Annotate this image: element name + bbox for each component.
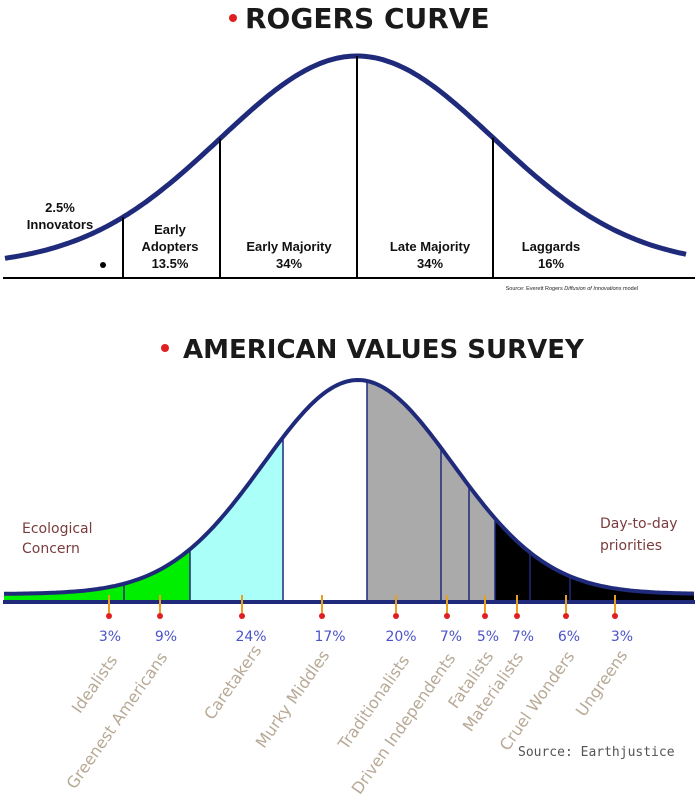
early-adopters-label-line1: Early — [154, 222, 187, 237]
innovators-label: Innovators — [27, 217, 93, 232]
segment-name: Greenest Americans — [63, 648, 172, 792]
segment-name: Caretakers — [200, 641, 265, 723]
ecological-concern-note-line2: Concern — [22, 541, 80, 557]
segment-percent: 5% — [477, 629, 499, 645]
segment-dot — [482, 613, 488, 619]
black-region — [495, 518, 694, 602]
innovators-pct: 2.5% — [45, 200, 75, 215]
laggards-pct: 16% — [538, 256, 564, 271]
avs-source: Source: Earthjustice — [518, 745, 675, 760]
segment-percent: 9% — [155, 629, 177, 645]
segment-dot — [157, 613, 163, 619]
title-bullet-dot — [161, 344, 169, 352]
segment-name: Idealists — [68, 651, 122, 716]
segment-dot — [106, 613, 112, 619]
green-region — [4, 549, 190, 602]
early-adopters-pct: 13.5% — [152, 256, 189, 271]
segment-percent: 7% — [440, 629, 462, 645]
segment-dot — [319, 613, 325, 619]
segment-dot — [563, 613, 569, 619]
rogers-curve-chart: 2.5% Innovators Early Adopters 13.5% Ear… — [3, 53, 695, 292]
rogers-source: Source: Everett Rogers Diffusion of Inno… — [506, 286, 638, 292]
laggards-label: Laggards — [522, 239, 581, 254]
late-majority-label: Late Majority — [390, 239, 471, 254]
day-to-day-note-line1: Day-to-day — [600, 516, 678, 532]
segment-percent: 6% — [558, 629, 580, 645]
segment-percent: 3% — [99, 629, 121, 645]
segment-percent: 7% — [512, 629, 534, 645]
segment-dot — [514, 613, 520, 619]
segment-percent: 20% — [385, 629, 416, 645]
rogers-title: ROGERS CURVE — [245, 2, 490, 35]
segment-name: Murky Middles — [252, 646, 334, 751]
cyan-region — [190, 437, 283, 602]
day-to-day-note-line2: priorities — [600, 538, 662, 554]
avs-bell-curve — [4, 377, 695, 596]
segment-percent: 3% — [611, 629, 633, 645]
title-bullet-dot — [229, 14, 237, 22]
early-adopters-label-line2: Adopters — [141, 239, 198, 254]
american-values-survey-chart: 3% 9% 24% 17% 20% 7% 5% 7% 6% 3% IdealistsGreenes… — [3, 377, 695, 798]
innovators-marker-dot — [100, 262, 106, 268]
segment-dot — [612, 613, 618, 619]
gray-region — [367, 381, 495, 602]
early-majority-label: Early Majority — [246, 239, 332, 254]
white-region — [283, 380, 367, 602]
late-majority-pct: 34% — [417, 256, 443, 271]
avs-title: AMERICAN VALUES SURVEY — [183, 335, 585, 365]
segment-dot — [444, 613, 450, 619]
segment-percent: 24% — [235, 629, 266, 645]
ecological-concern-note-line1: Ecological — [22, 521, 93, 537]
segment-dot — [393, 613, 399, 619]
segment-name: Ungreens — [572, 646, 631, 719]
segment-percent: 17% — [314, 629, 345, 645]
early-majority-pct: 34% — [276, 256, 302, 271]
segment-dot — [239, 613, 245, 619]
rogers-bell-curve — [4, 53, 687, 261]
